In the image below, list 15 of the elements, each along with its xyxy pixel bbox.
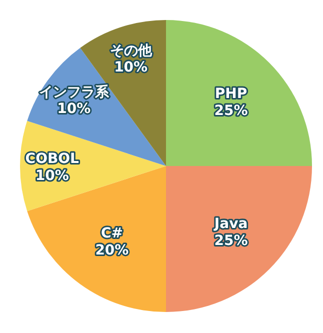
slice-label: C# — [100, 226, 123, 242]
data-label: 20% — [95, 242, 129, 258]
slice-label: インフラ系 — [38, 84, 110, 100]
data-label: 10% — [57, 101, 91, 118]
slice-label: COBOL — [25, 151, 80, 168]
data-label: 25% — [214, 102, 248, 119]
pie-slice — [166, 166, 312, 312]
slice-label: その他 — [110, 42, 153, 59]
pie-slice — [166, 20, 312, 166]
data-label: 10% — [114, 60, 148, 76]
data-label: 25% — [214, 233, 248, 250]
pie-slice — [27, 166, 166, 312]
slice-label: PHP — [214, 86, 248, 102]
data-label: 10% — [35, 168, 69, 184]
slice-label: Java — [213, 216, 248, 232]
